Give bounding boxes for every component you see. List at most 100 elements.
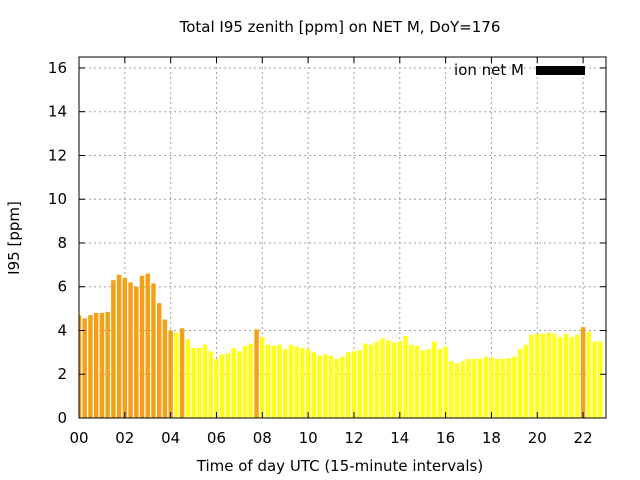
bar	[340, 356, 345, 418]
bar	[191, 347, 196, 418]
x-tick-label: 18	[482, 429, 501, 447]
bar	[82, 318, 87, 418]
bar	[535, 333, 540, 418]
bar	[512, 356, 517, 418]
bar	[122, 277, 128, 418]
bar	[168, 330, 173, 418]
bar	[523, 344, 529, 418]
bar	[179, 328, 185, 418]
bar	[265, 344, 271, 418]
bar	[237, 351, 242, 418]
bar	[185, 339, 191, 418]
bar	[517, 349, 523, 418]
bar	[202, 344, 208, 418]
bar	[323, 354, 328, 418]
y-tick-label: 4	[57, 321, 67, 339]
x-tick-label: 12	[344, 429, 363, 447]
x-tick-label: 04	[161, 429, 180, 447]
bar	[111, 280, 116, 418]
y-tick-label: 10	[48, 190, 67, 208]
bar	[311, 352, 317, 418]
x-tick-label: 10	[299, 429, 318, 447]
x-tick-label: 08	[253, 429, 272, 447]
y-tick-label: 12	[48, 146, 67, 164]
bar	[260, 337, 265, 418]
x-axis-label: Time of day UTC (15-minute intervals)	[196, 457, 483, 475]
bar	[328, 355, 334, 418]
bar	[477, 358, 483, 418]
legend: ion net M	[454, 61, 585, 79]
bar	[162, 319, 168, 418]
bar	[420, 350, 425, 418]
x-tick-label: 06	[207, 429, 226, 447]
bar	[248, 343, 254, 418]
bar	[575, 334, 580, 418]
bar	[437, 349, 443, 418]
bar	[151, 283, 156, 418]
bar	[374, 341, 380, 418]
bar	[546, 332, 551, 418]
bar	[225, 353, 231, 418]
bar	[282, 349, 288, 418]
y-tick-label: 16	[48, 59, 67, 77]
x-tick-label: 02	[115, 429, 134, 447]
bar	[403, 335, 408, 418]
bar	[580, 327, 586, 418]
legend-label: ion net M	[454, 61, 524, 79]
bar	[300, 347, 305, 418]
bar	[397, 341, 403, 418]
bar	[592, 341, 597, 418]
bar	[208, 351, 213, 418]
bar	[139, 275, 145, 418]
bar	[409, 344, 414, 418]
bar	[363, 343, 368, 418]
bar	[156, 303, 162, 418]
bar	[93, 312, 99, 418]
bar	[552, 333, 557, 418]
y-tick-label: 8	[57, 234, 67, 252]
bar	[271, 345, 276, 418]
bar	[506, 357, 511, 418]
bar	[489, 357, 494, 418]
bar	[294, 346, 299, 418]
bar	[351, 351, 357, 418]
x-tick-label: 20	[528, 429, 547, 447]
bar	[174, 332, 179, 418]
bar	[414, 345, 420, 418]
bar	[219, 354, 225, 418]
bar	[380, 338, 385, 418]
bar	[454, 363, 460, 418]
bar	[569, 337, 574, 418]
bar	[386, 340, 391, 418]
bar	[426, 349, 431, 418]
bar	[443, 346, 448, 418]
x-tick-label: 14	[390, 429, 409, 447]
bar	[145, 273, 150, 418]
bar	[431, 341, 437, 418]
bar	[105, 311, 110, 418]
bar	[88, 315, 93, 418]
bar	[357, 350, 362, 418]
bar	[214, 358, 219, 418]
bar	[500, 358, 506, 418]
plot-frame	[78, 56, 607, 419]
y-axis-label: I95 [ppm]	[5, 201, 23, 275]
bar	[116, 274, 122, 418]
bar	[368, 344, 374, 418]
bar	[231, 347, 236, 418]
plot-border	[78, 56, 607, 419]
bar	[197, 347, 202, 418]
bar	[254, 329, 259, 418]
bar	[345, 352, 351, 418]
bar	[466, 358, 471, 418]
y-tick-label: 6	[57, 278, 67, 296]
bar	[99, 312, 105, 418]
bar	[288, 344, 294, 418]
x-tick-label: 22	[574, 429, 593, 447]
bar	[242, 345, 248, 418]
bar	[317, 355, 322, 418]
bar	[494, 358, 500, 418]
